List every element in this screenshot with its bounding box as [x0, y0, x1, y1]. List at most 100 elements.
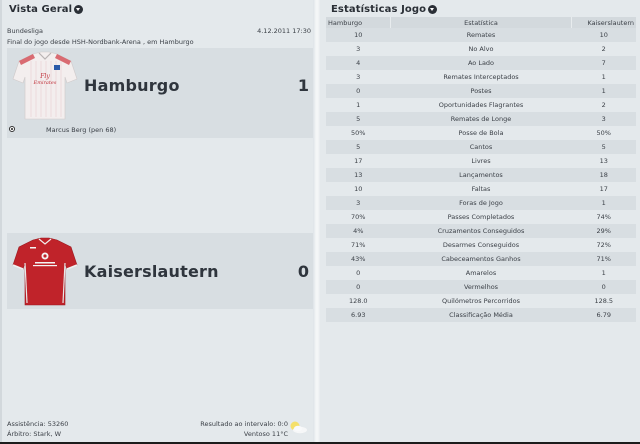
stats-cell-away: 71%	[571, 252, 636, 266]
stats-row: 5 Remates de Longe 3	[326, 112, 636, 126]
goal-scorer[interactable]: Marcus Berg (pen 68)	[46, 126, 117, 134]
stats-cell-stat: Oportunidades Flagrantes	[390, 98, 572, 112]
stats-cell-away: 128.5	[571, 294, 636, 308]
home-team-score: 1	[297, 76, 309, 95]
stats-cell-away: 5	[571, 140, 636, 154]
stats-cell-home: 0	[326, 84, 391, 98]
venue-line: Final do jogo desde HSH-Nordbank-Arena ,…	[7, 38, 194, 46]
stats-row: 10 Faltas 17	[326, 182, 636, 196]
svg-text:Emirates: Emirates	[33, 80, 57, 86]
stats-cell-away: 17	[571, 182, 636, 196]
stats-cell-stat: Cantos	[390, 140, 572, 154]
stats-cell-home: 13	[326, 168, 391, 182]
stats-row: 0 Postes 1	[326, 84, 636, 98]
ball-icon	[9, 126, 15, 132]
stats-cell-stat: Lançamentos	[390, 168, 572, 182]
competition-label: Bundesliga	[7, 27, 43, 35]
away-team-score: 0	[297, 262, 309, 281]
stats-row: 4% Cruzamentos Conseguidos 29%	[326, 224, 636, 238]
stats-header-row: Hamburgo Estatística Kaiserslautern	[326, 17, 636, 28]
chevron-down-icon[interactable]	[428, 5, 438, 14]
stats-cell-away: 18	[571, 168, 636, 182]
stats-row: 13 Lançamentos 18	[326, 168, 636, 182]
panel-divider[interactable]	[313, 0, 321, 442]
stats-row: 0 Vermelhos 0	[326, 280, 636, 294]
home-jersey-icon: Fly Emirates	[12, 51, 78, 120]
stats-cell-stat: Posse de Bola	[390, 126, 572, 140]
stats-row: 3 Foras de Jogo 1	[326, 196, 636, 210]
away-team-name[interactable]: Kaiserslautern	[84, 262, 219, 281]
stats-cell-home: 6.93	[326, 308, 391, 322]
stats-cell-home: 50%	[326, 126, 391, 140]
stats-cell-home: 5	[326, 112, 391, 126]
stats-row: 43% Cabeceamentos Ganhos 71%	[326, 252, 636, 266]
stats-row: 10 Remates 10	[326, 28, 636, 42]
stats-cell-stat: Cabeceamentos Ganhos	[390, 252, 572, 266]
column-header-away[interactable]: Kaiserslautern	[571, 17, 636, 28]
stats-row: 6.93 Classificação Média 6.79	[326, 308, 636, 322]
overview-title-dropdown[interactable]: Vista Geral	[9, 4, 84, 15]
overview-title: Vista Geral	[9, 4, 73, 15]
stats-cell-away: 2	[571, 98, 636, 112]
stats-cell-away: 7	[571, 56, 636, 70]
stats-cell-home: 4	[326, 56, 391, 70]
stats-cell-home: 0	[326, 266, 391, 280]
stats-row: 3 Remates Interceptados 1	[326, 70, 636, 84]
chevron-down-icon[interactable]	[74, 5, 84, 14]
stats-row: 5 Cantos 5	[326, 140, 636, 154]
stats-cell-stat: No Alvo	[390, 42, 572, 56]
away-team-box: Kaiserslautern 0	[7, 233, 315, 309]
stats-cell-stat: Remates Interceptados	[390, 70, 572, 84]
stats-cell-away: 1	[571, 196, 636, 210]
column-header-stat[interactable]: Estatística	[390, 17, 572, 28]
stats-row: 3 No Alvo 2	[326, 42, 636, 56]
stats-cell-home: 10	[326, 182, 391, 196]
stats-cell-stat: Cruzamentos Conseguidos	[390, 224, 572, 238]
stats-cell-away: 50%	[571, 126, 636, 140]
stats-cell-home: 3	[326, 196, 391, 210]
stats-cell-away: 3	[571, 112, 636, 126]
stats-cell-home: 4%	[326, 224, 391, 238]
stats-cell-stat: Remates de Longe	[390, 112, 572, 126]
stats-cell-away: 29%	[571, 224, 636, 238]
stats-cell-stat: Remates	[390, 28, 572, 42]
stats-cell-home: 1	[326, 98, 391, 112]
stats-cell-away: 1	[571, 70, 636, 84]
home-team-name[interactable]: Hamburgo	[84, 76, 180, 95]
stats-cell-away: 0	[571, 280, 636, 294]
stats-cell-home: 70%	[326, 210, 391, 224]
stats-table: Hamburgo Estatística Kaiserslautern 10 Re…	[326, 17, 636, 322]
stats-cell-home: 5	[326, 140, 391, 154]
stats-cell-home: 10	[326, 28, 391, 42]
stats-cell-stat: Desarmes Conseguidos	[390, 238, 572, 252]
stats-title-dropdown[interactable]: Estatísticas Jogo	[331, 4, 438, 15]
stats-cell-away: 6.79	[571, 308, 636, 322]
stats-row: 71% Desarmes Conseguidos 72%	[326, 238, 636, 252]
stats-row: 128.0 Quilómetros Percorridos 128.5	[326, 294, 636, 308]
stats-cell-away: 10	[571, 28, 636, 42]
column-header-home[interactable]: Hamburgo	[326, 17, 391, 28]
stats-cell-home: 0	[326, 280, 391, 294]
stats-cell-stat: Passes Completados	[390, 210, 572, 224]
stats-row: 4 Ao Lado 7	[326, 56, 636, 70]
stats-cell-stat: Amarelos	[390, 266, 572, 280]
stats-cell-home: 128.0	[326, 294, 391, 308]
stats-row: 0 Amarelos 1	[326, 266, 636, 280]
overview-panel: Vista Geral Bundesliga 4.12.2011 17:30 F…	[0, 0, 317, 442]
referee: Árbitro: Stark, W	[7, 430, 62, 438]
stats-cell-away: 74%	[571, 210, 636, 224]
stats-cell-home: 3	[326, 70, 391, 84]
stats-cell-away: 2	[571, 42, 636, 56]
weather-text: Ventoso 11°C	[243, 430, 288, 438]
stats-title: Estatísticas Jogo	[331, 4, 427, 15]
stats-cell-stat: Classificação Média	[390, 308, 572, 322]
stats-row: 1 Oportunidades Flagrantes 2	[326, 98, 636, 112]
stats-cell-stat: Ao Lado	[390, 56, 572, 70]
stats-row: 17 Livres 13	[326, 154, 636, 168]
stats-cell-away: 13	[571, 154, 636, 168]
stats-cell-stat: Foras de Jogo	[390, 196, 572, 210]
stats-row: 50% Posse de Bola 50%	[326, 126, 636, 140]
svg-text:Fly: Fly	[39, 73, 50, 80]
stats-cell-stat: Vermelhos	[390, 280, 572, 294]
